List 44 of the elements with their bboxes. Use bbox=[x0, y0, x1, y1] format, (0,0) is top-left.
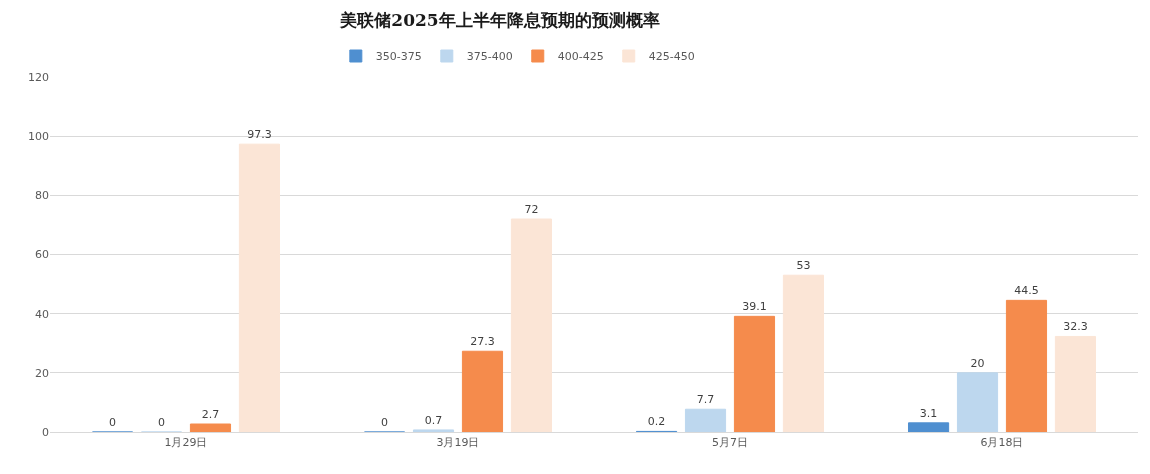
bar bbox=[733, 315, 776, 432]
data-label: 44.5 bbox=[1014, 284, 1039, 298]
chart-title: 美联储2025年上半年降息预期的预测概率 bbox=[339, 9, 660, 30]
data-label: 72 bbox=[524, 203, 539, 216]
legend-label: 425-450 bbox=[648, 50, 695, 64]
y-tick-label: 20 bbox=[35, 366, 49, 380]
x-tick-label: 5月7日 bbox=[712, 436, 748, 450]
y-tick-label: 0 bbox=[42, 425, 49, 439]
data-label: 0.7 bbox=[424, 413, 443, 427]
x-tick-label: 3月19日 bbox=[436, 436, 480, 450]
data-label: 3.1 bbox=[919, 406, 938, 420]
y-tick-label: 60 bbox=[35, 248, 49, 262]
data-label: 39.1 bbox=[742, 300, 767, 314]
bar bbox=[782, 274, 825, 432]
data-label: 2.7 bbox=[201, 408, 220, 422]
bar bbox=[238, 143, 281, 432]
data-label: 27.3 bbox=[470, 335, 495, 349]
bar bbox=[956, 372, 999, 432]
data-label: 32.3 bbox=[1063, 320, 1088, 334]
data-label: 0 bbox=[381, 416, 389, 429]
y-tick-label: 80 bbox=[35, 189, 49, 203]
x-tick-label: 6月18日 bbox=[980, 436, 1024, 450]
data-label: 53 bbox=[796, 259, 811, 273]
legend-label: 400-425 bbox=[557, 50, 604, 64]
bar bbox=[907, 422, 950, 432]
bar bbox=[684, 408, 727, 432]
data-label: 0.2 bbox=[647, 415, 666, 429]
y-tick-label: 100 bbox=[28, 130, 49, 144]
data-label: 20 bbox=[970, 356, 985, 370]
data-label: 0 bbox=[109, 416, 117, 429]
y-tick-label: 40 bbox=[35, 307, 49, 321]
bar bbox=[1005, 299, 1048, 432]
legend-label: 350-375 bbox=[375, 50, 422, 64]
bar bbox=[1054, 335, 1097, 432]
data-label: 97.3 bbox=[247, 128, 272, 142]
y-tick-label: 120 bbox=[28, 70, 49, 84]
bar bbox=[461, 350, 504, 432]
bar bbox=[412, 429, 455, 432]
data-label: 7.7 bbox=[696, 393, 715, 407]
data-label: 0 bbox=[158, 416, 166, 429]
legend-label: 375-400 bbox=[466, 50, 513, 64]
bar bbox=[510, 218, 553, 432]
bar bbox=[189, 423, 232, 432]
x-tick-label: 1月29日 bbox=[164, 436, 208, 450]
